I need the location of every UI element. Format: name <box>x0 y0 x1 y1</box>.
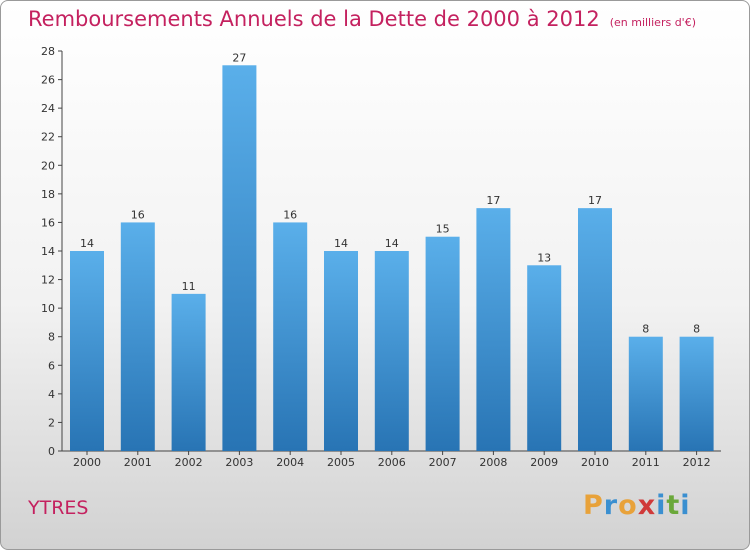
y-tick-label: 4 <box>48 388 55 401</box>
commune-name: YTRES <box>28 497 89 519</box>
bar <box>679 336 714 451</box>
data-label: 8 <box>693 323 700 336</box>
y-tick-label: 14 <box>41 245 55 258</box>
bar <box>171 293 206 451</box>
x-tick-label: 2003 <box>225 456 253 469</box>
x-tick-label: 2000 <box>73 456 101 469</box>
x-tick-label: 2008 <box>479 456 507 469</box>
bar <box>628 336 663 451</box>
x-tick-label: 2011 <box>632 456 660 469</box>
y-tick-label: 20 <box>41 159 55 172</box>
x-tick-label: 2010 <box>581 456 609 469</box>
data-label: 14 <box>385 237 399 250</box>
y-tick-label: 26 <box>41 74 55 87</box>
bar <box>425 236 460 451</box>
data-label: 15 <box>436 223 450 236</box>
y-tick-label: 18 <box>41 188 55 201</box>
logo-letter: i <box>656 490 667 521</box>
data-label: 16 <box>131 208 145 221</box>
x-tick-label: 2012 <box>683 456 711 469</box>
logo-letter: i <box>680 490 691 521</box>
data-label: 8 <box>642 323 649 336</box>
data-label: 13 <box>537 251 551 264</box>
logo-letter: x <box>637 490 657 521</box>
data-label: 27 <box>232 51 246 64</box>
chart-title-text: Remboursements Annuels de la Dette de 20… <box>28 7 600 31</box>
x-tick-label: 2001 <box>124 456 152 469</box>
bar <box>222 65 257 452</box>
chart-labels: 2000 14 2001 16 2002 11 2003 27 2004 16 2005 14 2006… <box>73 51 711 469</box>
y-tick-label: 6 <box>48 359 55 372</box>
data-label: 11 <box>182 280 196 293</box>
y-tick-label: 12 <box>41 274 55 287</box>
data-label: 14 <box>334 237 348 250</box>
proxiti-logo: Proxiti <box>583 490 691 521</box>
y-tick-label: 8 <box>48 331 55 344</box>
bar <box>70 251 104 451</box>
x-tick-label: 2002 <box>175 456 203 469</box>
bar <box>324 251 358 451</box>
bar <box>476 208 511 451</box>
x-tick-label: 2006 <box>378 456 406 469</box>
y-tick-label: 2 <box>48 416 55 429</box>
data-label: 16 <box>283 208 297 221</box>
data-label: 14 <box>80 237 94 250</box>
bar <box>273 222 308 451</box>
logo-letter: o <box>618 490 638 521</box>
x-tick-label: 2004 <box>276 456 304 469</box>
chart-bars <box>70 65 714 452</box>
bar <box>120 222 155 451</box>
x-tick-label: 2009 <box>530 456 558 469</box>
y-tick-label: 0 <box>48 445 55 458</box>
logo-letter: r <box>603 490 619 521</box>
x-tick-label: 2005 <box>327 456 355 469</box>
y-tick-label: 16 <box>41 216 55 229</box>
y-tick-label: 24 <box>41 102 55 115</box>
logo-letter: t <box>666 490 681 521</box>
y-tick-label: 10 <box>41 302 55 315</box>
y-tick-label: 22 <box>41 131 55 144</box>
bar <box>527 265 562 451</box>
x-tick-label: 2007 <box>429 456 457 469</box>
logo-letter: P <box>583 490 604 521</box>
y-tick-label: 28 <box>41 45 55 58</box>
data-label: 17 <box>588 194 602 207</box>
chart-title: Remboursements Annuels de la Dette de 20… <box>28 7 696 31</box>
data-label: 17 <box>486 194 500 207</box>
bar <box>578 208 612 451</box>
bar <box>374 251 409 451</box>
chart-unit: (en milliers d'€) <box>609 16 696 29</box>
